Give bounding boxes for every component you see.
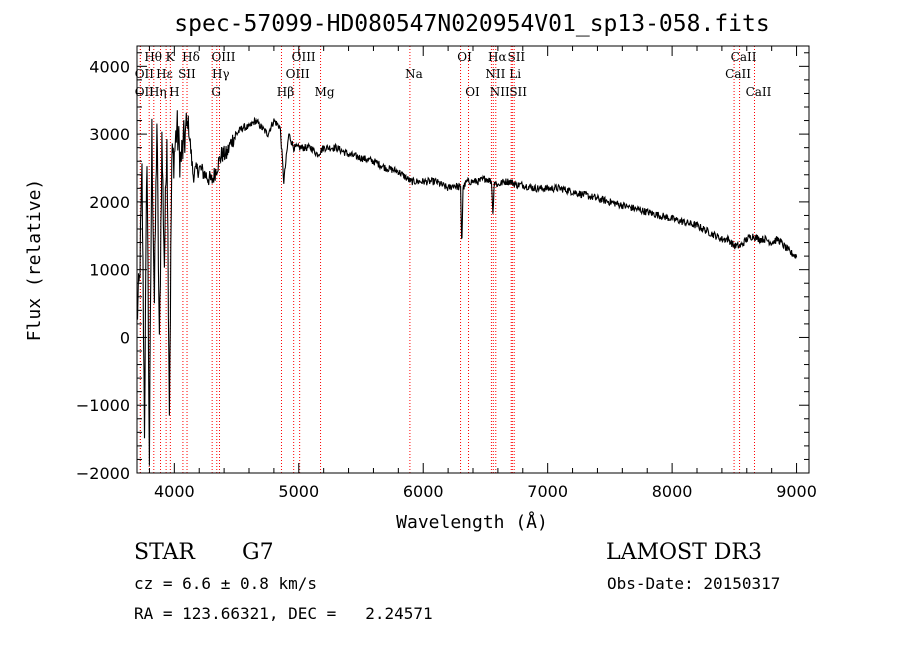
line-label-11: OIII xyxy=(211,50,235,64)
line-label-9: G xyxy=(211,85,221,99)
y-tick-label: 3000 xyxy=(89,125,130,144)
x-tick-label: 4000 xyxy=(154,482,195,501)
line-label-2: Hθ xyxy=(144,50,162,64)
survey-name: LAMOST DR3 xyxy=(606,540,762,565)
line-label-4: Hε xyxy=(156,67,173,81)
line-label-16: Na xyxy=(405,67,423,81)
chart-title: spec-57099-HD080547N020954V01_sp13-058.f… xyxy=(174,11,769,37)
line-label-22: Li xyxy=(509,67,521,81)
line-label-6: H xyxy=(169,85,179,99)
line-label-8: Hδ xyxy=(182,50,200,64)
y-tick-label: −2000 xyxy=(76,464,130,483)
x-tick-label: 9000 xyxy=(776,482,817,501)
line-label-0: OII xyxy=(135,67,155,81)
line-label-20: NII xyxy=(490,85,510,99)
line-label-3: Hη xyxy=(149,85,167,99)
line-label-19: NII xyxy=(485,67,505,81)
y-tick-label: 0 xyxy=(120,328,130,347)
y-tick-label: 2000 xyxy=(89,193,130,212)
x-tick-label: 7000 xyxy=(527,482,568,501)
ra-dec: RA = 123.66321, DEC = 2.24571 xyxy=(134,604,433,623)
y-tick-label: −1000 xyxy=(76,396,130,415)
x-tick-label: 5000 xyxy=(278,482,319,501)
line-label-5: K xyxy=(166,50,176,64)
line-label-7: SII xyxy=(178,67,196,81)
line-label-14: OIII xyxy=(292,50,316,64)
emission-line-markers xyxy=(139,46,755,473)
line-label-23: SII xyxy=(507,50,525,64)
line-label-18: OI xyxy=(465,85,480,99)
line-label-17: OI xyxy=(457,50,472,64)
line-label-26: CaII xyxy=(731,50,757,64)
line-labels: OII OII Hθ Hη Hε K H SII Hδ G Hγ OIII Hβ OIII OIII Mg Na… xyxy=(135,50,772,99)
observation-date: Obs-Date: 20150317 xyxy=(607,574,781,593)
axis-ticks: 4000 5000 6000 7000 8000 9000 −2000 −1000 0 1000 2… xyxy=(76,46,817,501)
line-label-27: CaII xyxy=(746,85,772,99)
flux-series xyxy=(136,110,798,466)
object-subclass: G7 xyxy=(242,540,274,565)
line-label-13: OIII xyxy=(286,67,310,81)
line-label-12: Hβ xyxy=(277,85,294,99)
x-tick-label: 8000 xyxy=(652,482,693,501)
line-label-10: Hγ xyxy=(212,67,230,81)
y-axis-label: Flux (relative) xyxy=(24,179,45,342)
redshift-cz: cz = 6.6 ± 0.8 km/s xyxy=(134,574,318,593)
line-label-24: SII xyxy=(509,85,527,99)
x-axis-label: Wavelength (Å) xyxy=(396,511,548,533)
line-label-21: Hα xyxy=(488,50,507,64)
plot-frame xyxy=(136,45,810,474)
y-tick-label: 4000 xyxy=(89,57,130,76)
flux-line xyxy=(136,110,798,466)
object-class: STAR xyxy=(134,540,195,565)
line-label-1: OII xyxy=(135,85,155,99)
line-label-25: CaII xyxy=(725,67,751,81)
x-tick-label: 6000 xyxy=(403,482,444,501)
y-tick-label: 1000 xyxy=(89,261,130,280)
spectrum-chart: spec-57099-HD080547N020954V01_sp13-058.f… xyxy=(24,11,817,533)
line-label-15: Mg xyxy=(315,85,335,99)
